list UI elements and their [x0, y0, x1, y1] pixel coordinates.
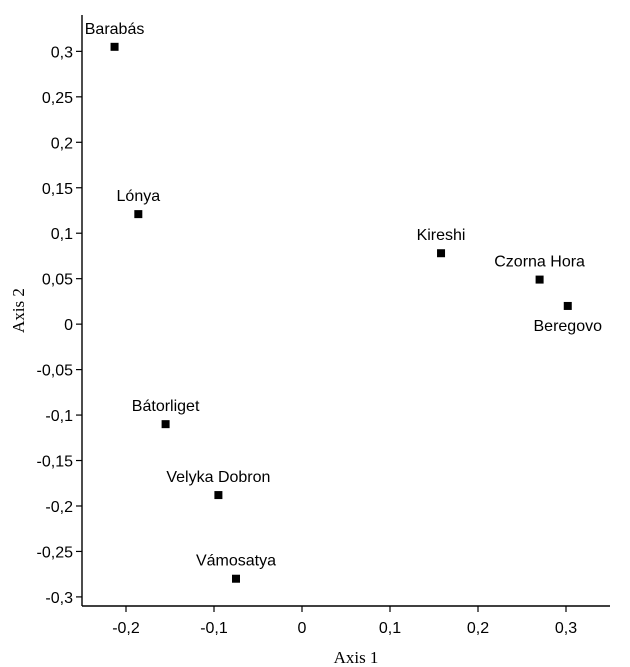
data-point: [134, 210, 143, 219]
x-tick-label: 0,1: [379, 620, 401, 637]
x-tick-label: -0,1: [200, 620, 228, 637]
y-tick-label: 0: [64, 317, 73, 334]
y-tick-label: -0,15: [37, 454, 74, 471]
x-tick-label: 0,2: [467, 620, 489, 637]
data-point: [110, 42, 119, 51]
x-tick-label: 0: [298, 620, 307, 637]
y-tick-label: 0,25: [42, 90, 73, 107]
y-tick-label: 0,1: [51, 226, 73, 243]
y-tick-label: 0,15: [42, 181, 73, 198]
y-tick-label: 0,05: [42, 272, 73, 289]
y-tick-label: -0,25: [37, 544, 74, 561]
data-point-label: Lónya: [117, 188, 161, 205]
x-axis-title: Axis 1: [334, 648, 379, 667]
data-point: [232, 574, 240, 583]
data-point-label: Beregovo: [534, 318, 603, 335]
data-points: Barabás Lónya Kireshi Czorna Hora Beregovo Bá…: [85, 21, 602, 583]
data-point-label: Velyka Dobron: [166, 469, 270, 486]
x-axis-ticks: -0,2 -0,1 0 0,1 0,2 0,3: [112, 606, 577, 637]
data-point-label: Bátorliget: [132, 398, 200, 415]
y-tick-label: -0,3: [45, 590, 73, 607]
y-axis-ticks: 0,3 0,25 0,2 0,15 0,1 0,05 0 -0,05 -0,1 -0,15 -0,2…: [37, 44, 82, 607]
y-tick-label: 0,2: [51, 135, 73, 152]
data-point: [214, 491, 223, 500]
y-axis-title: Axis 2: [9, 288, 28, 333]
y-tick-label: -0,05: [37, 363, 74, 380]
axes: [81, 15, 610, 607]
data-point-label: Vámosatya: [196, 553, 276, 570]
data-point-label: Czorna Hora: [494, 254, 585, 271]
data-point-label: Kireshi: [417, 227, 466, 244]
y-tick-label: 0,3: [51, 44, 73, 61]
data-point: [437, 249, 446, 258]
y-tick-label: -0,2: [45, 499, 73, 516]
x-tick-label: -0,2: [112, 620, 140, 637]
data-point: [535, 275, 544, 284]
data-point: [563, 301, 572, 310]
y-tick-label: -0,1: [45, 408, 73, 425]
data-point: [161, 420, 170, 429]
data-point-label: Barabás: [85, 21, 145, 38]
x-tick-label: 0,3: [555, 620, 577, 637]
